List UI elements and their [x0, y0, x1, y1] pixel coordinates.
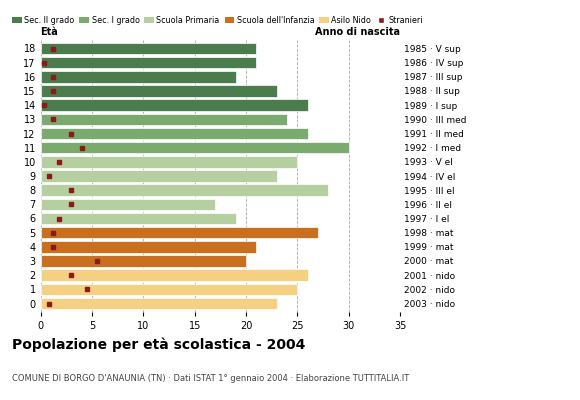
Text: COMUNE DI BORGO D'ANAUNIA (TN) · Dati ISTAT 1° gennaio 2004 · Elaborazione TUTTI: COMUNE DI BORGO D'ANAUNIA (TN) · Dati IS… [12, 374, 409, 383]
Bar [41, 170, 277, 182]
Legend: Sec. II grado, Sec. I grado, Scuola Primaria, Scuola dell'Infanzia, Asilo Nido, : Sec. II grado, Sec. I grado, Scuola Prim… [12, 16, 423, 25]
Bar [41, 269, 308, 281]
Bar [41, 142, 349, 154]
Bar [41, 227, 318, 238]
Bar [41, 241, 256, 253]
Bar [41, 57, 256, 68]
Bar [41, 128, 308, 139]
Bar [41, 255, 246, 267]
Text: Anno di nascita: Anno di nascita [315, 27, 400, 37]
Bar [41, 71, 236, 83]
Bar [41, 213, 236, 224]
Bar [41, 43, 256, 54]
Bar [41, 114, 287, 125]
Bar [41, 198, 215, 210]
Bar [41, 298, 277, 309]
Text: Popolazione per età scolastica - 2004: Popolazione per età scolastica - 2004 [12, 338, 305, 352]
Bar [41, 284, 298, 295]
Bar [41, 156, 298, 168]
Text: Età: Età [41, 27, 59, 37]
Bar [41, 184, 328, 196]
Bar [41, 99, 308, 111]
Bar [41, 85, 277, 97]
